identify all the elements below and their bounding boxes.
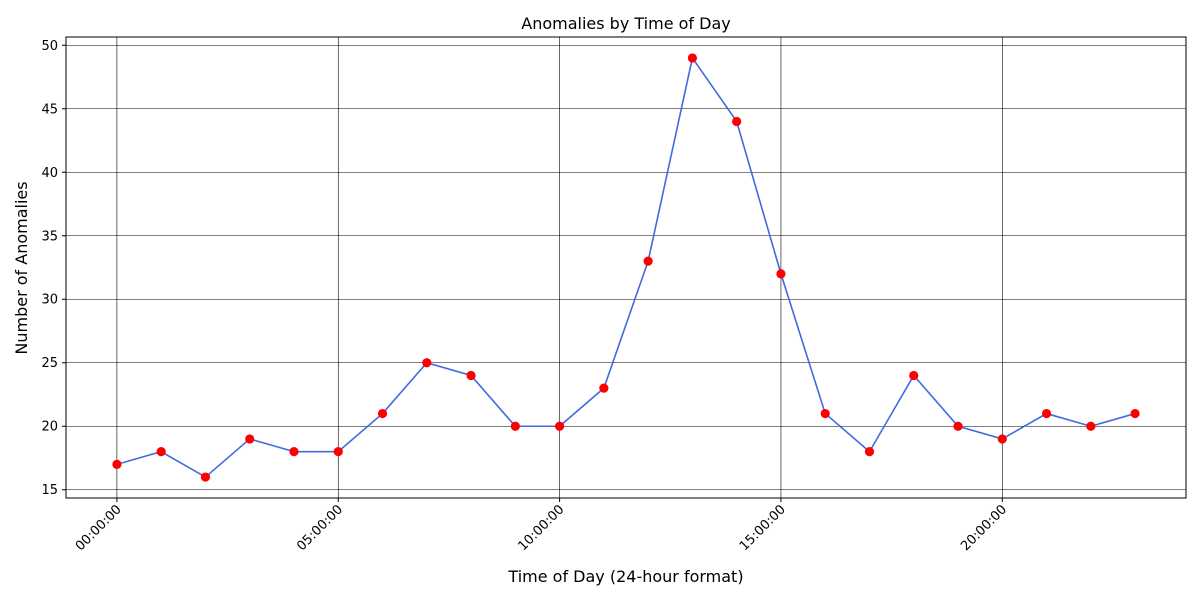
series-layer (112, 53, 1140, 482)
data-point (466, 370, 476, 381)
x-tick-label: 20:00:00 (958, 502, 1010, 554)
data-point (1041, 408, 1052, 419)
data-point (333, 447, 343, 457)
data-point (953, 421, 963, 431)
data-point (245, 434, 255, 444)
plot-frame (65, 36, 1187, 499)
data-point (732, 116, 742, 127)
x-tick-label: 15:00:00 (737, 502, 789, 554)
y-tick-label: 25 (41, 356, 58, 371)
y-tick-label: 35 (41, 229, 58, 244)
data-point (200, 472, 211, 482)
data-point (1086, 421, 1096, 431)
data-point (112, 459, 122, 469)
data-point (554, 421, 565, 431)
x-tick-label: 00:00:00 (73, 502, 125, 554)
y-tick-label: 30 (41, 293, 58, 308)
data-point (997, 434, 1007, 444)
y-tick-label: 15 (41, 483, 58, 498)
data-point (820, 408, 830, 419)
y-axis-label: Number of Anomalies (12, 181, 31, 354)
grid (66, 37, 1186, 498)
data-point (289, 447, 299, 457)
series-line (116, 57, 1136, 478)
x-axis-label: Time of Day (24-hour format) (507, 567, 743, 586)
y-tick-label: 40 (41, 166, 58, 181)
axes: 15 20 25 30 35 40 45 50 00:00:00 05:00:00 10:00:00… (41, 39, 1010, 554)
data-point (643, 256, 653, 266)
data-point (776, 269, 786, 279)
y-tick-label: 50 (41, 39, 58, 54)
x-tick-label: 10:00:00 (516, 502, 568, 554)
x-tick-label: 05:00:00 (294, 502, 346, 554)
data-point (909, 370, 919, 381)
data-point (687, 53, 698, 63)
y-tick-label: 45 (41, 102, 58, 117)
data-point (510, 421, 520, 431)
data-point (1130, 408, 1140, 419)
data-point (599, 383, 609, 393)
data-point (422, 358, 432, 368)
data-point (156, 447, 166, 457)
data-point (377, 408, 388, 419)
data-point (864, 447, 875, 457)
y-tick-label: 20 (41, 420, 58, 435)
chart-title: Anomalies by Time of Day (521, 14, 730, 33)
